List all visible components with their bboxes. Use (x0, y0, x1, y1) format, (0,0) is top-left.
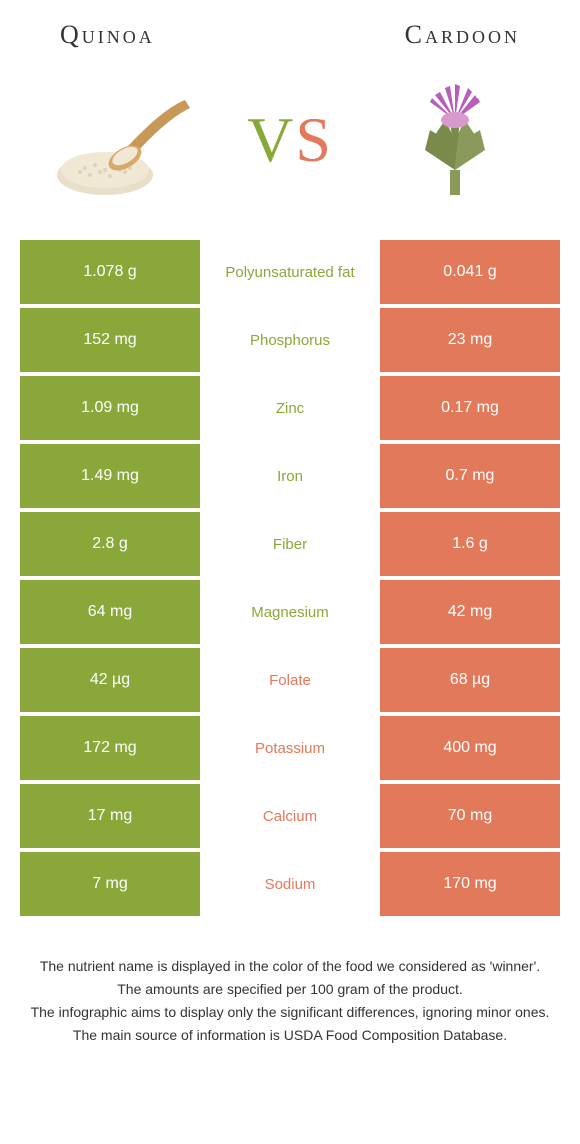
cell-left: 7 mg (20, 852, 200, 916)
food-title-right: Cardoon (405, 20, 520, 50)
vs-v: V (247, 104, 295, 175)
cell-left: 1.49 mg (20, 444, 200, 508)
cardoon-image (380, 80, 530, 200)
cell-nutrient: Phosphorus (200, 308, 380, 372)
footnotes: The nutrient name is displayed in the co… (10, 956, 570, 1046)
cell-right: 68 µg (380, 648, 560, 712)
images-row: VS (10, 80, 570, 200)
cell-nutrient: Sodium (200, 852, 380, 916)
table-row: 1.49 mgIron0.7 mg (20, 444, 560, 508)
cell-nutrient: Iron (200, 444, 380, 508)
cell-left: 64 mg (20, 580, 200, 644)
table-row: 1.078 gPolyunsaturated fat0.041 g (20, 240, 560, 304)
cell-nutrient: Polyunsaturated fat (200, 240, 380, 304)
cell-right: 42 mg (380, 580, 560, 644)
cell-right: 0.17 mg (380, 376, 560, 440)
cell-right: 0.7 mg (380, 444, 560, 508)
cell-right: 400 mg (380, 716, 560, 780)
cell-nutrient: Fiber (200, 512, 380, 576)
table-row: 42 µgFolate68 µg (20, 648, 560, 712)
footnote-line: The infographic aims to display only the… (30, 1002, 550, 1023)
cell-nutrient: Potassium (200, 716, 380, 780)
table-row: 2.8 gFiber1.6 g (20, 512, 560, 576)
footnote-line: The nutrient name is displayed in the co… (30, 956, 550, 977)
nutrition-table: 1.078 gPolyunsaturated fat0.041 g152 mgP… (20, 240, 560, 916)
cell-left: 152 mg (20, 308, 200, 372)
cell-right: 0.041 g (380, 240, 560, 304)
table-row: 172 mgPotassium400 mg (20, 716, 560, 780)
header: Quinoa Cardoon (10, 20, 570, 50)
cell-right: 70 mg (380, 784, 560, 848)
cell-right: 170 mg (380, 852, 560, 916)
table-row: 7 mgSodium170 mg (20, 852, 560, 916)
cell-right: 1.6 g (380, 512, 560, 576)
vs-s: S (295, 104, 333, 175)
cell-nutrient: Calcium (200, 784, 380, 848)
table-row: 152 mgPhosphorus23 mg (20, 308, 560, 372)
cell-nutrient: Folate (200, 648, 380, 712)
cell-nutrient: Zinc (200, 376, 380, 440)
cell-left: 172 mg (20, 716, 200, 780)
food-title-left: Quinoa (60, 20, 155, 50)
table-row: 64 mgMagnesium42 mg (20, 580, 560, 644)
cell-right: 23 mg (380, 308, 560, 372)
footnote-line: The amounts are specified per 100 gram o… (30, 979, 550, 1000)
table-row: 1.09 mgZinc0.17 mg (20, 376, 560, 440)
cell-left: 17 mg (20, 784, 200, 848)
cell-nutrient: Magnesium (200, 580, 380, 644)
cell-left: 1.09 mg (20, 376, 200, 440)
cell-left: 2.8 g (20, 512, 200, 576)
cell-left: 1.078 g (20, 240, 200, 304)
vs-label: VS (247, 103, 333, 177)
quinoa-image (50, 80, 200, 200)
table-row: 17 mgCalcium70 mg (20, 784, 560, 848)
footnote-line: The main source of information is USDA F… (30, 1025, 550, 1046)
cell-left: 42 µg (20, 648, 200, 712)
